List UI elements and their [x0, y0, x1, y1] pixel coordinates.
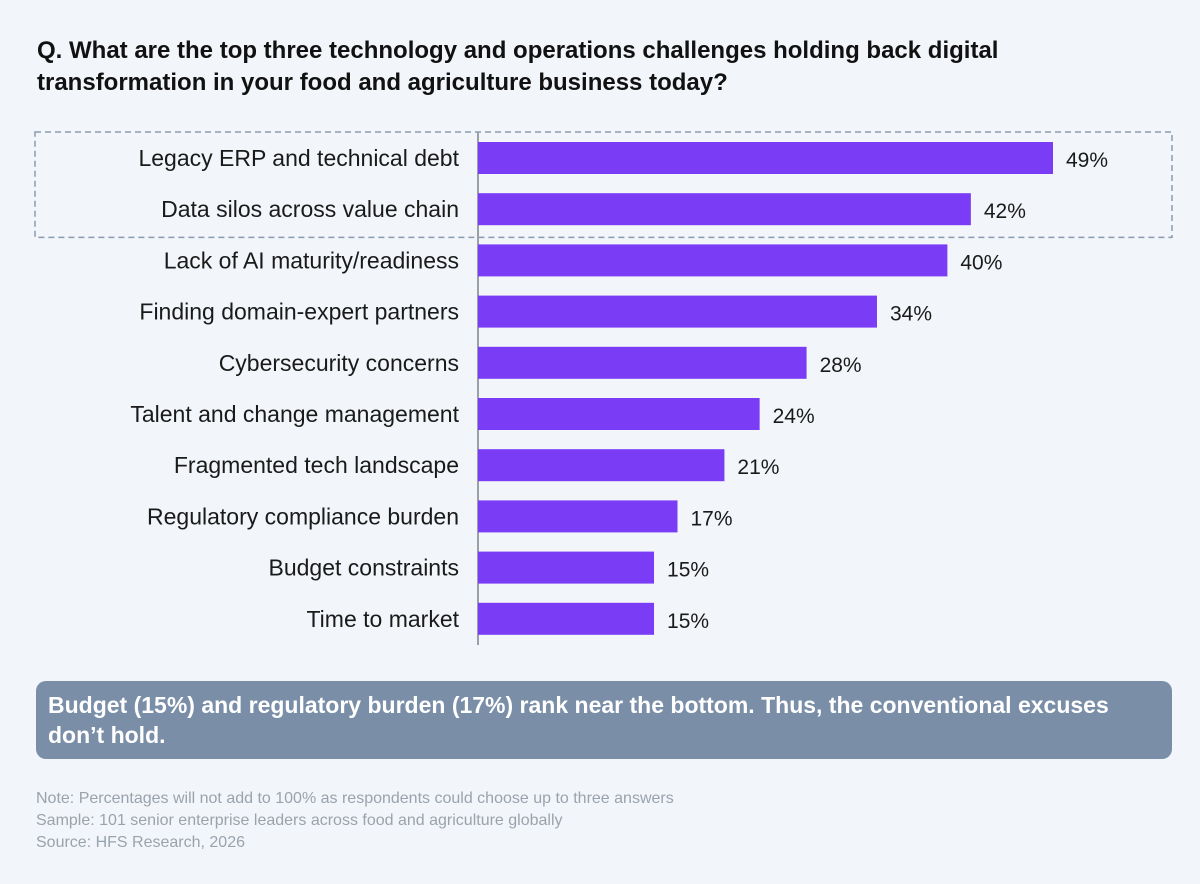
data-label: 15%	[667, 610, 709, 633]
data-label: 21%	[737, 456, 779, 479]
category-label: Lack of AI maturity/readiness	[164, 247, 459, 273]
bar	[478, 551, 655, 584]
note-line: Note: Percentages will not add to 100% a…	[36, 790, 674, 807]
category-label: Fragmented tech landscape	[174, 452, 459, 478]
source-line: Source: HFS Research, 2026	[36, 834, 245, 851]
bar	[478, 142, 1053, 174]
bar	[478, 295, 877, 328]
bar	[478, 398, 760, 430]
category-label: Budget constraints	[268, 555, 459, 581]
data-label: 15%	[667, 559, 709, 582]
sample-line: Sample: 101 senior enterprise leaders ac…	[36, 812, 563, 829]
bar	[478, 193, 971, 226]
data-label: 34%	[890, 303, 932, 326]
chart-title: Q. What are the top three technology and…	[37, 37, 999, 96]
callout-box: Budget (15%) and regulatory burden (17%)…	[36, 681, 1172, 759]
bar	[478, 500, 678, 533]
category-label: Talent and change management	[130, 401, 459, 427]
footnotes: Note: Percentages will not add to 100% a…	[36, 788, 674, 854]
callout-text: Budget (15%) and regulatory burden (17%)…	[48, 692, 1109, 748]
data-label: 17%	[690, 507, 732, 530]
data-label: 42%	[984, 200, 1026, 223]
bar	[478, 346, 807, 379]
category-label: Regulatory compliance burden	[147, 503, 459, 529]
data-label: 24%	[773, 405, 815, 428]
category-label: Time to market	[306, 606, 459, 632]
highlight-box	[34, 131, 1173, 239]
bar	[478, 244, 948, 277]
bar	[478, 602, 655, 635]
category-label: Legacy ERP and technical debt	[138, 145, 459, 171]
bar	[478, 449, 725, 482]
category-label: Data silos across value chain	[161, 196, 459, 222]
data-label: 49%	[1066, 149, 1108, 172]
bar-chart: Legacy ERP and technical debt 49% Data sil…	[34, 131, 1173, 645]
data-label: 40%	[960, 251, 1002, 274]
category-label: Cybersecurity concerns	[219, 350, 459, 376]
category-label: Finding domain-expert partners	[139, 299, 459, 325]
data-label: 28%	[820, 354, 862, 377]
